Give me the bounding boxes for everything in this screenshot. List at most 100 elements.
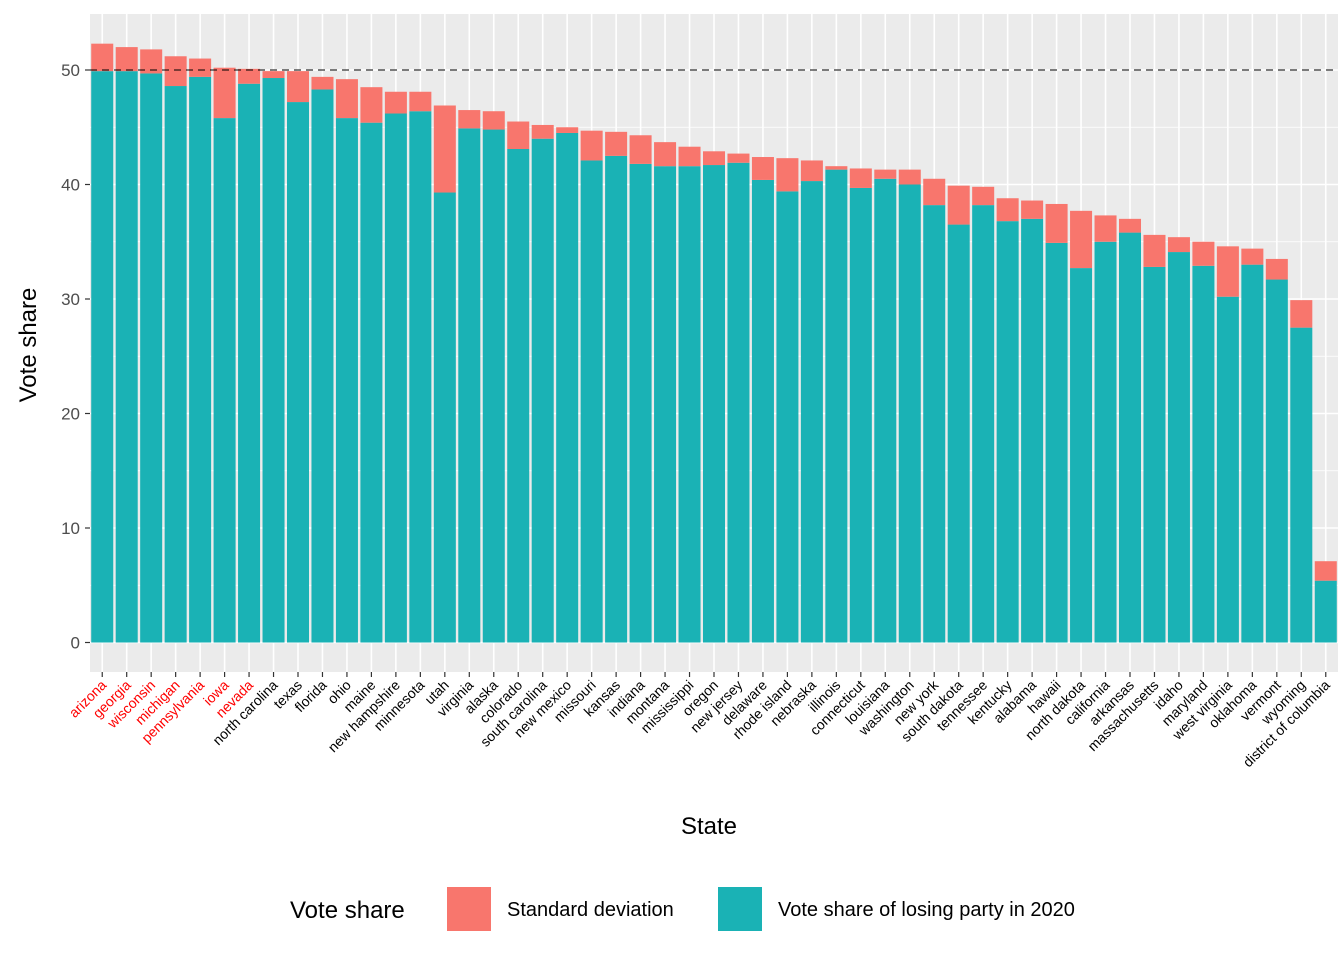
bar-vote-share [360, 122, 383, 643]
bar-standard-deviation [507, 121, 530, 150]
bar-standard-deviation [923, 178, 946, 206]
bar-standard-deviation [996, 198, 1019, 222]
bar-standard-deviation [213, 67, 236, 119]
bar-standard-deviation [1143, 234, 1166, 267]
bar-vote-share [1021, 218, 1044, 643]
bar-vote-share [996, 221, 1019, 643]
bar-vote-share [1070, 268, 1093, 643]
bar-standard-deviation [849, 168, 872, 188]
bar-standard-deviation [702, 151, 726, 166]
bar-standard-deviation [335, 79, 358, 119]
bar-standard-deviation [311, 76, 334, 90]
bar-standard-deviation [1118, 218, 1142, 233]
bar-standard-deviation [1192, 241, 1215, 266]
bar-vote-share [531, 138, 554, 643]
bar-vote-share [384, 113, 407, 643]
bar-vote-share [727, 162, 750, 643]
bar-standard-deviation [1241, 248, 1264, 265]
legend-key-vote-share [718, 887, 762, 931]
bar-standard-deviation [776, 158, 799, 192]
bar-vote-share [213, 118, 236, 643]
bar-standard-deviation [1216, 246, 1239, 297]
bar-standard-deviation [825, 166, 848, 170]
y-tick-label: 10 [61, 519, 80, 538]
bar-vote-share [776, 191, 799, 643]
bar-vote-share [238, 83, 261, 643]
bar-vote-share [140, 73, 163, 643]
bar-vote-share [825, 169, 848, 643]
bar-standard-deviation [409, 91, 432, 112]
bar-vote-share [189, 76, 212, 643]
x-axis: arizonageorgiawisconsinmichiganpennsylva… [66, 672, 1333, 770]
bar-vote-share [409, 111, 432, 643]
bar-vote-share [898, 184, 921, 643]
bar-vote-share [1314, 580, 1337, 643]
bar-vote-share [1290, 327, 1313, 643]
bar-vote-share [751, 179, 774, 643]
bar-vote-share [1216, 296, 1239, 643]
legend-key-standard-deviation [447, 887, 491, 931]
bar-standard-deviation [947, 185, 970, 225]
y-tick-label: 50 [61, 61, 80, 80]
y-tick-label: 20 [61, 405, 80, 424]
bar-vote-share [91, 71, 114, 643]
bar-vote-share [1045, 242, 1068, 643]
bar-standard-deviation [1314, 561, 1337, 581]
bar-standard-deviation [360, 87, 383, 123]
bar-standard-deviation [482, 111, 505, 130]
bar-vote-share [1167, 252, 1190, 643]
bar-vote-share [311, 89, 334, 643]
bar-vote-share [702, 165, 726, 643]
bar-standard-deviation [898, 169, 921, 185]
bar-vote-share [1241, 264, 1264, 643]
bar-standard-deviation [286, 71, 310, 103]
bar-standard-deviation [1045, 203, 1068, 243]
bar-vote-share [1143, 266, 1166, 643]
bar-standard-deviation [115, 47, 138, 72]
bar-standard-deviation [1021, 200, 1044, 219]
bar-standard-deviation [164, 56, 187, 87]
legend: Vote share Standard deviation Vote share… [290, 887, 1075, 931]
bar-standard-deviation [1094, 215, 1117, 242]
bar-standard-deviation [1290, 300, 1313, 328]
bar-vote-share [1094, 241, 1117, 643]
bar-standard-deviation [238, 68, 261, 84]
bar-standard-deviation [1265, 258, 1288, 280]
bar-standard-deviation [433, 105, 456, 193]
bar-standard-deviation [262, 71, 285, 79]
bar-standard-deviation [800, 160, 823, 182]
bar-vote-share [335, 118, 358, 643]
bar-vote-share [580, 160, 603, 643]
bar-vote-share [923, 205, 946, 643]
y-tick-label: 0 [71, 634, 80, 653]
bar-standard-deviation [1167, 237, 1190, 253]
bar-standard-deviation [874, 169, 897, 179]
bar-vote-share [849, 187, 872, 643]
bar-vote-share [1265, 279, 1288, 643]
bar-vote-share [556, 132, 579, 643]
bar-vote-share [605, 155, 628, 643]
bar-standard-deviation [556, 127, 579, 133]
bar-vote-share [262, 78, 285, 643]
bar-standard-deviation [91, 43, 114, 72]
bar-standard-deviation [751, 157, 774, 180]
bar-standard-deviation [580, 130, 603, 161]
bar-standard-deviation [140, 49, 163, 74]
bar-vote-share [1118, 232, 1142, 643]
bar-vote-share [678, 166, 701, 643]
bar-vote-share [874, 178, 897, 643]
bar-vote-share [947, 224, 970, 643]
bar-vote-share [629, 163, 652, 643]
bar-vote-share [286, 102, 310, 643]
bar-vote-share [458, 128, 481, 643]
bar-standard-deviation [189, 58, 212, 77]
bar-standard-deviation [458, 110, 481, 129]
bar-vote-share [433, 192, 456, 643]
bar-standard-deviation [629, 135, 652, 164]
legend-title: Vote share [290, 897, 405, 924]
bar-standard-deviation [654, 142, 677, 167]
y-tick-label: 30 [61, 290, 80, 309]
x-axis-title: State [681, 813, 737, 840]
legend-label-vote-share: Vote share of losing party in 2020 [778, 899, 1075, 921]
